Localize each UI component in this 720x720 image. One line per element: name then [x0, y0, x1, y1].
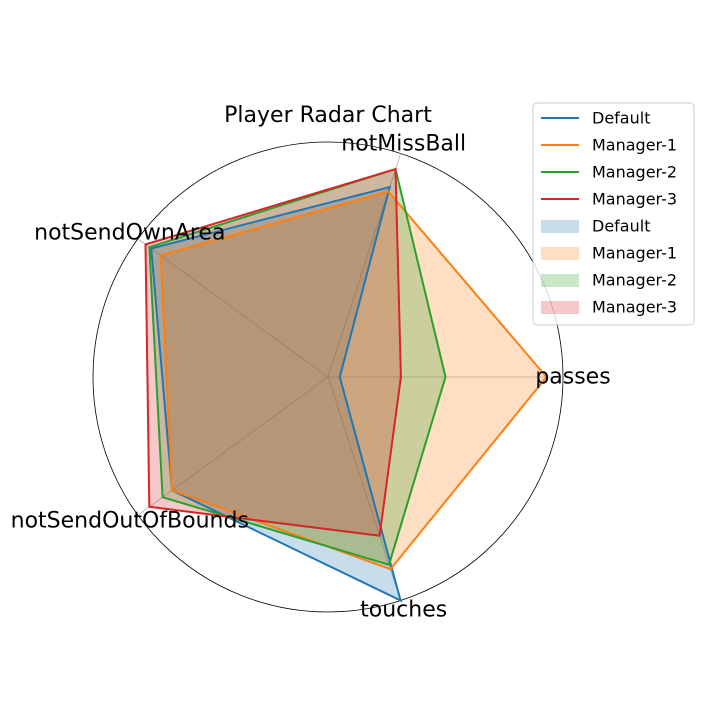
legend-frame	[532, 102, 695, 326]
series-fill-manager-2	[149, 169, 446, 565]
legend: Default Manager-1 Manager-2 Manager-3 Defaul…	[532, 102, 695, 326]
legend-patch-swatch-manager-1	[541, 247, 579, 260]
legend-label-default: Default	[592, 217, 650, 236]
axis-label-notSendOwnArea: notSendOwnArea	[34, 221, 225, 246]
axis-label-notMissBall: notMissBall	[341, 132, 466, 157]
legend-patch-swatch-manager-3	[541, 301, 579, 314]
axis-label-passes: passes	[535, 365, 610, 390]
series-lines	[144, 167, 548, 603]
legend-label-manager-2: Manager-2	[592, 271, 677, 290]
legend-patch-swatch-default	[541, 220, 579, 233]
spoke-notSendOwnArea	[137, 238, 329, 378]
chart-title: Player Radar Chart	[224, 103, 432, 128]
series-fills	[145, 169, 547, 601]
series-fill-default	[151, 187, 401, 601]
legend-label-manager-2: Manager-2	[592, 163, 677, 182]
series-line-manager-1	[159, 190, 548, 571]
axis-labels: passes notMissBall notSendOwnArea notSendOu…	[11, 132, 611, 623]
legend-label-manager-1: Manager-1	[592, 244, 677, 263]
legend-label-default: Default	[592, 109, 650, 128]
series-line-manager-2	[148, 167, 447, 566]
series-fill-manager-1	[160, 191, 547, 570]
series-line-manager-3	[144, 167, 402, 537]
axis-label-touches: touches	[360, 598, 447, 623]
series-fill-manager-3	[145, 169, 401, 536]
legend-label-manager-1: Manager-1	[592, 136, 677, 155]
axis-label-notSendOutOfBounds: notSendOutOfBounds	[11, 509, 249, 534]
spoke-notSendOutOfBounds	[137, 376, 329, 516]
legend-patch-swatch-manager-2	[541, 274, 579, 287]
legend-label-manager-3: Manager-3	[592, 190, 677, 209]
legend-label-manager-3: Manager-3	[592, 298, 677, 317]
